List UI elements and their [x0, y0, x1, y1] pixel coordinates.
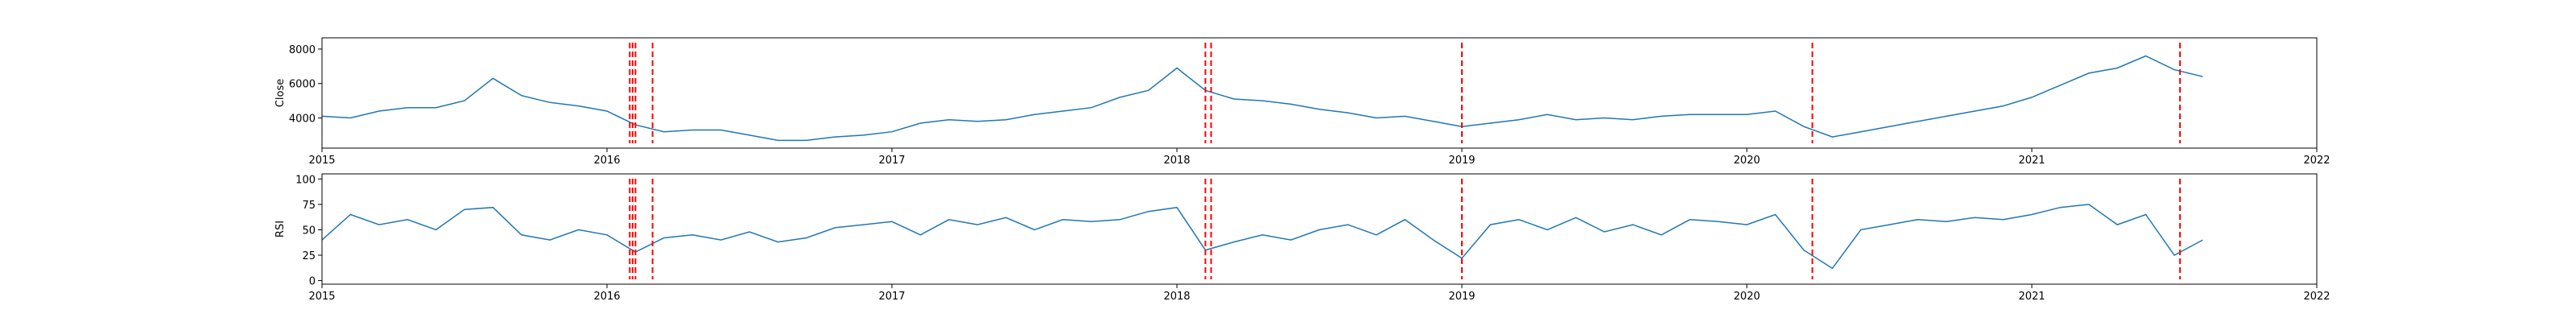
y-tick-label: 100	[295, 174, 316, 186]
x-tick-label: 2017	[878, 291, 905, 303]
y-tick-label: 8000	[289, 44, 316, 56]
x-tick-label: 2022	[2303, 291, 2330, 303]
x-tick-label: 2016	[593, 291, 620, 303]
y-tick-label: 6000	[289, 79, 316, 91]
x-tick-label: 2020	[1733, 291, 1760, 303]
y-tick-label: 50	[302, 225, 316, 237]
x-tick-label: 2017	[878, 155, 905, 167]
x-tick-label: 2021	[2018, 155, 2045, 167]
price-line	[321, 204, 2203, 270]
y-tick-label: 25	[302, 250, 316, 262]
axes-frame	[321, 37, 2318, 149]
y-tick-label: 0	[309, 276, 316, 288]
x-tick-label: 2015	[308, 155, 335, 167]
y-axis-label: RSI	[275, 221, 287, 237]
y-tick-label: 4000	[289, 114, 316, 126]
x-tick-label: 2015	[308, 291, 335, 303]
x-tick-label: 2020	[1733, 155, 1760, 167]
x-tick-label: 2016	[593, 155, 620, 167]
x-tick-label: 2022	[2303, 155, 2330, 167]
x-tick-label: 2019	[1448, 155, 1475, 167]
y-axis-label: Close	[275, 79, 287, 107]
axes-frame	[321, 173, 2318, 285]
x-tick-label: 2018	[1163, 291, 1190, 303]
x-tick-label: 2019	[1448, 291, 1475, 303]
x-tick-label: 2021	[2018, 291, 2045, 303]
x-tick-label: 2018	[1163, 155, 1190, 167]
price-line	[321, 55, 2203, 142]
y-tick-label: 75	[302, 200, 316, 212]
